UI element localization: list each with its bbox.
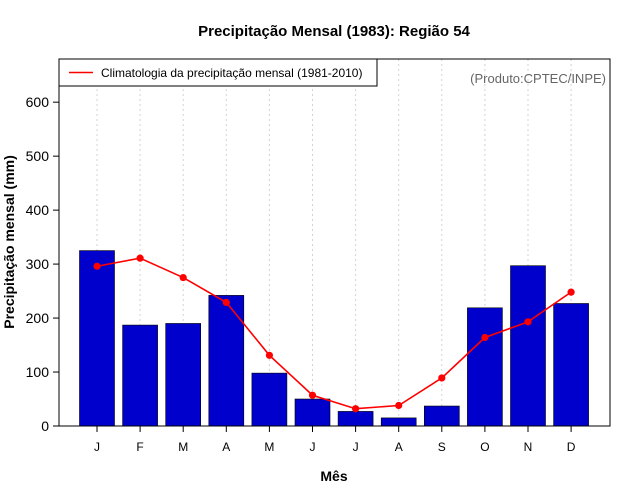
bar-S-9 [423,405,460,427]
credit-annotation: (Produto:CPTEC/INPE) [470,71,606,86]
climatology-point [222,298,230,307]
bar-D-12 [553,303,589,427]
climatology-point [308,391,317,399]
y-tick-label: 300 [26,256,50,272]
y-tick-label: 0 [41,418,49,434]
climatology-point [567,288,575,296]
legend-entry-climatology: Climatologia da precipitação mensal (198… [101,66,362,80]
bar-M-5 [251,372,288,427]
x-tick-label: S [438,440,446,454]
x-tick-label: M [178,440,188,454]
climatology-point [481,333,489,342]
climatology-polyline [96,257,572,410]
bar-J-1 [79,250,115,427]
x-tick-label: D [567,440,576,454]
y-tick-label: 400 [26,202,50,218]
bar-M-3 [165,323,201,427]
bar-J-7 [337,411,374,427]
climatology-point [395,401,403,410]
bars [79,250,589,427]
climatology-line [93,254,575,413]
climatology-point [524,318,532,326]
bar-A-8 [380,417,417,427]
climatology-point [438,374,446,382]
climatology-point [352,405,360,413]
climatology-point [136,254,144,262]
y-tick-label: 200 [26,310,50,326]
legend-box [58,58,378,87]
bar-N-11 [510,265,546,427]
x-tick-label: J [353,440,359,454]
y-tick-label: 600 [26,94,50,110]
x-tick-label: M [264,440,274,454]
x-tick-label: F [136,440,143,454]
climatology-point [93,262,101,270]
y-axis-label: Precipitação mensal (mm) [1,155,17,329]
bar-F-2 [122,324,158,427]
bar-J-6 [294,398,331,427]
x-tick-label: O [480,440,489,454]
x-tick-label: A [222,440,230,454]
climatology-point [265,351,273,359]
x-tick-label: N [524,440,533,454]
y-tick-label: 100 [26,364,50,380]
x-tick-label: A [395,440,403,454]
y-axis: 0 100 200 300 400 500 600 [26,94,60,434]
x-tick-label: J [310,440,316,454]
x-tick-label: J [94,440,100,454]
legend: Climatologia da precipitação mensal (198… [58,58,378,87]
bar-O-10 [467,307,503,427]
climatology-point [179,273,187,282]
chart-title: Precipitação Mensal (1983): Região 54 [198,23,470,40]
bar-A-4 [208,295,245,427]
y-tick-label: 500 [26,148,50,164]
x-axis-label: Mês [320,468,347,484]
